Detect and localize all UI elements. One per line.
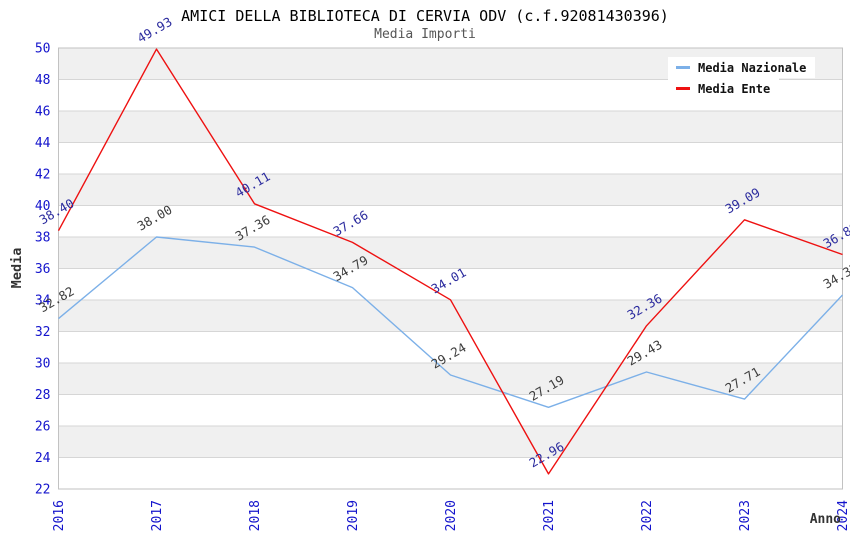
y-tick-label: 50	[35, 42, 51, 57]
data-label: 36.89	[821, 219, 850, 251]
plot-band	[58, 174, 843, 206]
y-tick-label: 38	[35, 231, 51, 246]
x-axis-title: Anno	[809, 512, 841, 527]
y-tick-label: 34	[35, 294, 51, 309]
x-tick-label: 2016	[52, 500, 67, 531]
y-tick-label: 44	[35, 136, 51, 151]
legend-label-ente: Media Ente	[698, 81, 771, 96]
x-tick-label: 2023	[738, 500, 753, 531]
chart-subtitle: Media Importi	[374, 27, 476, 42]
y-tick-label: 26	[35, 420, 51, 435]
series-line-media-ente	[57, 48, 843, 475]
y-tick-label: 30	[35, 357, 51, 372]
x-tick-label: 2020	[444, 500, 459, 531]
x-tick-label: 2022	[640, 500, 655, 531]
x-tick-label: 2018	[248, 500, 263, 531]
data-label: 34.01	[429, 265, 469, 297]
plot-band	[58, 426, 843, 458]
legend-label-nazionale: Media Nazionale	[698, 60, 807, 75]
y-tick-label: 24	[35, 451, 51, 466]
data-label: 49.93	[135, 14, 175, 46]
y-tick-label: 48	[35, 73, 51, 88]
chart-legend: Media Nazionale Media Ente	[668, 57, 816, 99]
plot-band	[58, 363, 843, 395]
x-tick-label: 2024	[836, 500, 850, 531]
y-axis-title: Media	[9, 248, 25, 289]
y-tick-label: 42	[35, 168, 51, 183]
y-tick-label: 28	[35, 388, 51, 403]
y-tick-label: 32	[35, 325, 51, 340]
x-tick-label: 2021	[542, 500, 557, 531]
y-tick-label: 36	[35, 262, 51, 277]
y-tick-label: 40	[35, 199, 51, 214]
legend-swatch-nazionale-icon	[676, 66, 690, 69]
plot-border	[58, 47, 843, 490]
legend-item-media-ente: Media Ente	[668, 78, 780, 99]
chart-title: AMICI DELLA BIBLIOTECA DI CERVIA ODV (c.…	[181, 7, 669, 25]
data-label: 38.00	[135, 202, 175, 234]
legend-item-media-nazionale: Media Nazionale	[668, 57, 816, 78]
plot-band	[58, 237, 843, 269]
series-line-media-nazionale	[58, 236, 844, 408]
data-label: 37.66	[331, 207, 371, 239]
legend-swatch-ente-icon	[676, 87, 690, 90]
plot-band	[58, 111, 843, 143]
x-tick-label: 2017	[150, 500, 165, 531]
x-tick-label: 2019	[346, 500, 361, 531]
y-tick-label: 46	[35, 105, 51, 120]
y-tick-label: 22	[35, 483, 51, 498]
plot-band	[58, 300, 843, 332]
